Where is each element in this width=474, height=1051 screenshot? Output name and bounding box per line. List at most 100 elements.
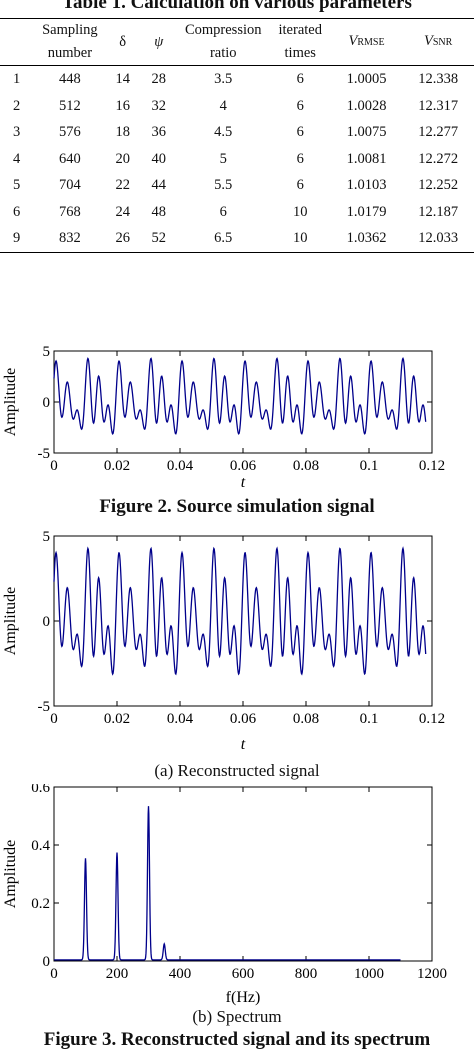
signal-line bbox=[53, 356, 427, 435]
table-cell: 18 bbox=[115, 124, 130, 140]
spectrum-chart: 0 0.2 0.4 0.6 0 200 400 600 800 1000 1200 Amplitu… bbox=[2, 784, 447, 1006]
table-row: 3 576 18 36 4.5 6 1.0075 12.277 bbox=[0, 119, 474, 146]
x-axis-label: f(Hz) bbox=[226, 989, 261, 1006]
x-tick-label: 0.06 bbox=[230, 711, 257, 727]
table-cell: 640 bbox=[59, 150, 81, 167]
table-row: 5 704 22 44 5.5 6 1.0103 12.252 bbox=[0, 172, 474, 199]
table-cell: 12.272 bbox=[418, 150, 459, 167]
y-tick-label: 5 bbox=[43, 344, 51, 360]
table-header-row: Sampling number δ ψ Compression ratio iter… bbox=[0, 18, 474, 66]
table-cell: 28 bbox=[151, 71, 166, 87]
x-tick-label: 0.04 bbox=[167, 458, 194, 474]
table-cell: 6 bbox=[13, 203, 21, 220]
x-tick-label: 1000 bbox=[354, 966, 384, 982]
table-cell: 12.277 bbox=[418, 124, 459, 140]
x-tick-label: 1200 bbox=[417, 966, 447, 982]
table-row: 2 512 16 32 4 6 1.0028 12.317 bbox=[0, 93, 474, 120]
table-cell: 1.0005 bbox=[346, 71, 387, 87]
y-tick-label: -5 bbox=[38, 446, 51, 462]
y-ticks: 0 0.2 0.4 0.6 bbox=[31, 784, 432, 970]
x-tick-label: 0.08 bbox=[293, 711, 319, 727]
table-cell: 1.0179 bbox=[346, 203, 387, 220]
table-cell: 4 bbox=[13, 150, 21, 167]
table-cell: 5 bbox=[219, 150, 227, 167]
table-cell: 6 bbox=[219, 203, 227, 220]
header-iterated-times: iterated times bbox=[278, 22, 322, 61]
x-tick-label: 0.02 bbox=[104, 711, 130, 727]
table-cell: 6 bbox=[296, 97, 304, 114]
x-tick-label: 0.06 bbox=[230, 458, 257, 474]
plot-frame bbox=[53, 786, 433, 962]
table-cell: 1.0081 bbox=[346, 150, 387, 167]
y-ticks: -5 0 5 bbox=[38, 344, 432, 462]
table-title: Table 1. Calculation on various paramete… bbox=[62, 0, 412, 13]
table-row: 9 832 26 52 6.5 10 1.0362 12.033 bbox=[0, 225, 474, 252]
table-cell: 1.0362 bbox=[346, 230, 387, 246]
parameters-table: Sampling number δ ψ Compression ratio iter… bbox=[0, 18, 474, 253]
y-tick-label: 0 bbox=[43, 954, 51, 970]
figure2-caption: Figure 2. Source simulation signal bbox=[99, 496, 375, 517]
y-tick-label: 0.4 bbox=[31, 838, 50, 854]
table-cell: 40 bbox=[151, 150, 166, 167]
table-cell: 1.0028 bbox=[346, 97, 387, 114]
x-axis-label: t bbox=[241, 736, 246, 753]
spectrum-line bbox=[54, 806, 401, 961]
x-tick-label: 0 bbox=[50, 966, 58, 982]
table-cell: 32 bbox=[151, 97, 166, 114]
x-tick-label: 0.02 bbox=[104, 458, 130, 474]
table-cell: 6 bbox=[296, 71, 304, 87]
table-row: 1 448 14 28 3.5 6 1.0005 12.338 bbox=[0, 66, 474, 93]
table-cell: 5.5 bbox=[214, 177, 233, 193]
table-cell: 6 bbox=[296, 177, 304, 193]
table-cell: 3.5 bbox=[214, 71, 233, 87]
header-v-snr: VSNR bbox=[424, 33, 453, 49]
table-cell: 16 bbox=[115, 97, 130, 114]
header-delta: δ bbox=[119, 33, 127, 50]
header-compression-ratio: Compression ratio bbox=[184, 22, 262, 61]
x-tick-label: 0 bbox=[50, 458, 58, 474]
y-tick-label: 0.6 bbox=[31, 784, 50, 796]
table-cell: 512 bbox=[59, 97, 81, 114]
x-tick-label: 0.12 bbox=[419, 711, 445, 727]
table-cell: 6 bbox=[296, 124, 304, 140]
figure3b-caption: (b) Spectrum bbox=[192, 1007, 282, 1026]
y-axis-label: Amplitude bbox=[2, 368, 19, 436]
table-cell: 36 bbox=[151, 124, 166, 140]
table-cell: 6 bbox=[296, 150, 304, 167]
table-cell: 1 bbox=[13, 71, 21, 87]
header-v-rmse: VRMSE bbox=[348, 33, 385, 49]
table-cell: 10 bbox=[293, 203, 308, 220]
table-cell: 12.338 bbox=[418, 71, 459, 87]
header-psi: ψ bbox=[154, 33, 164, 50]
x-ticks: 0 0.02 0.04 0.06 0.08 0.1 0.12 bbox=[50, 351, 445, 474]
x-tick-label: 0 bbox=[50, 711, 58, 727]
table-cell: 448 bbox=[59, 71, 81, 87]
table-cell: 1.0103 bbox=[346, 177, 387, 193]
table-cell: 52 bbox=[151, 230, 166, 246]
table-cell: 12.033 bbox=[418, 230, 459, 246]
table-cell: 4.5 bbox=[214, 124, 233, 140]
signal-line bbox=[53, 546, 427, 676]
table-cell: 22 bbox=[115, 177, 130, 193]
y-tick-label: 0 bbox=[43, 614, 51, 630]
x-tick-label: 0.1 bbox=[360, 458, 379, 474]
y-ticks: -5 0 5 bbox=[38, 529, 432, 715]
table-cell: 26 bbox=[115, 230, 130, 246]
table-cell: 24 bbox=[115, 203, 130, 220]
x-tick-label: 800 bbox=[295, 966, 318, 982]
table-cell: 12.252 bbox=[418, 177, 459, 193]
table-row: 6 768 24 48 6 10 1.0179 12.187 bbox=[0, 199, 474, 226]
table-cell: 6.5 bbox=[214, 230, 233, 246]
x-tick-label: 600 bbox=[232, 966, 255, 982]
figure3-caption: Figure 3. Reconstructed signal and its s… bbox=[43, 1029, 431, 1050]
table-cell: 576 bbox=[59, 124, 81, 140]
y-axis-label: Amplitude bbox=[2, 587, 19, 655]
header-sampling-number: Sampling number bbox=[42, 22, 98, 61]
y-tick-label: 5 bbox=[43, 529, 51, 545]
table-cell: 20 bbox=[115, 150, 130, 167]
source-signal-chart: -505 0 0.02 0.04 0.06 0.08 0.1 0.12 Amplitude … bbox=[2, 344, 445, 489]
table-cell: 12.317 bbox=[418, 97, 459, 114]
header-index bbox=[0, 19, 35, 66]
table-cell: 4 bbox=[219, 97, 227, 114]
y-tick-label: 0.2 bbox=[31, 896, 50, 912]
